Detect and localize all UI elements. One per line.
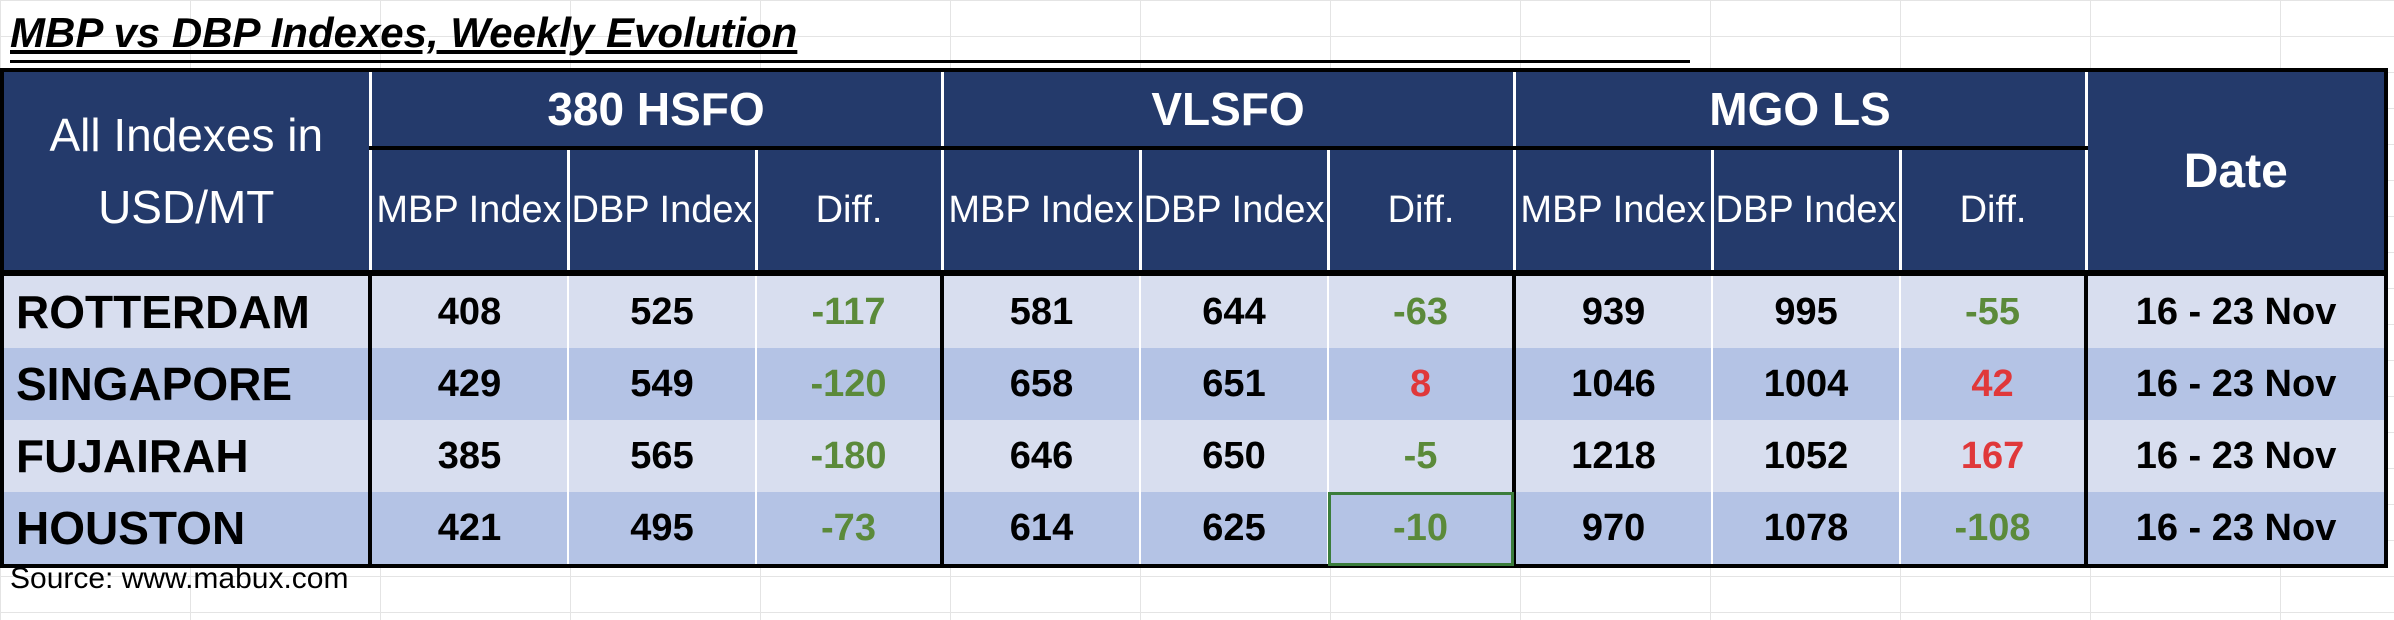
date-cell[interactable]: 16 - 23 Nov: [2086, 348, 2389, 420]
sub-header-dbp[interactable]: DBP Index: [566, 146, 758, 275]
date-cell[interactable]: 16 - 23 Nov: [2086, 270, 2389, 348]
diff-cell[interactable]: -180: [756, 420, 944, 492]
diff-cell[interactable]: -108: [1900, 492, 2089, 568]
group-header-vlsfo[interactable]: VLSFO: [940, 68, 1516, 150]
value-cell[interactable]: 644: [1140, 270, 1329, 348]
diff-cell[interactable]: -5: [1328, 420, 1517, 492]
value-cell[interactable]: 1046: [1514, 348, 1714, 420]
value-cell[interactable]: 1052: [1712, 420, 1902, 492]
sub-header-mbp[interactable]: MBP Index: [940, 146, 1142, 275]
group-header-hsfo[interactable]: 380 HSFO: [368, 68, 944, 150]
value-cell[interactable]: 549: [568, 348, 757, 420]
table-row: SINGAPORE 429 549 -120 658 651 8 1046 10…: [0, 348, 2389, 420]
value-cell[interactable]: 429: [370, 348, 569, 420]
diff-cell[interactable]: 8: [1328, 348, 1517, 420]
diff-cell[interactable]: -120: [756, 348, 944, 420]
value-cell[interactable]: 408: [370, 270, 569, 348]
selected-diff-cell[interactable]: -10: [1328, 492, 1517, 568]
value-cell[interactable]: 1078: [1712, 492, 1902, 568]
port-cell[interactable]: HOUSTON: [0, 492, 372, 568]
value-cell[interactable]: 565: [568, 420, 757, 492]
sub-header-diff[interactable]: Diff.: [754, 146, 944, 275]
sub-header-mbp[interactable]: MBP Index: [1512, 146, 1714, 275]
sub-header-mbp[interactable]: MBP Index: [368, 146, 570, 275]
diff-cell[interactable]: -55: [1900, 270, 2089, 348]
port-cell[interactable]: FUJAIRAH: [0, 420, 372, 492]
diff-cell[interactable]: -117: [756, 270, 944, 348]
value-cell[interactable]: 1004: [1712, 348, 1902, 420]
table-row: ROTTERDAM 408 525 -117 581 644 -63 939 9…: [0, 270, 2389, 348]
diff-cell[interactable]: 42: [1900, 348, 2089, 420]
value-cell[interactable]: 614: [942, 492, 1141, 568]
diff-cell[interactable]: -63: [1328, 270, 1517, 348]
diff-cell[interactable]: -73: [756, 492, 944, 568]
port-cell[interactable]: SINGAPORE: [0, 348, 372, 420]
sub-header-diff[interactable]: Diff.: [1326, 146, 1516, 275]
sub-header-dbp[interactable]: DBP Index: [1138, 146, 1330, 275]
corner-header[interactable]: All Indexes in USD/MT: [0, 68, 372, 275]
value-cell[interactable]: 525: [568, 270, 757, 348]
group-header-mgo[interactable]: MGO LS: [1512, 68, 2088, 150]
source-note: Source: www.mabux.com: [10, 562, 349, 595]
table-row: HOUSTON 421 495 -73 614 625 -10 970 1078…: [0, 492, 2389, 568]
value-cell[interactable]: 970: [1514, 492, 1714, 568]
table-row: FUJAIRAH 385 565 -180 646 650 -5 1218 10…: [0, 420, 2389, 492]
value-cell[interactable]: 495: [568, 492, 757, 568]
sheet-title: MBP vs DBP Indexes, Weekly Evolution: [10, 6, 1690, 63]
value-cell[interactable]: 385: [370, 420, 569, 492]
sub-header-diff[interactable]: Diff.: [1898, 146, 2088, 275]
sub-header-dbp[interactable]: DBP Index: [1710, 146, 1902, 275]
diff-cell[interactable]: 167: [1900, 420, 2089, 492]
value-cell[interactable]: 581: [942, 270, 1141, 348]
date-cell[interactable]: 16 - 23 Nov: [2086, 420, 2389, 492]
date-header[interactable]: Date: [2084, 68, 2389, 275]
port-cell[interactable]: ROTTERDAM: [0, 270, 372, 348]
value-cell[interactable]: 1218: [1514, 420, 1714, 492]
value-cell[interactable]: 650: [1140, 420, 1329, 492]
value-cell[interactable]: 625: [1140, 492, 1329, 568]
value-cell[interactable]: 995: [1712, 270, 1902, 348]
date-cell[interactable]: 16 - 23 Nov: [2086, 492, 2389, 568]
value-cell[interactable]: 658: [942, 348, 1141, 420]
value-cell[interactable]: 421: [370, 492, 569, 568]
value-cell[interactable]: 651: [1140, 348, 1329, 420]
value-cell[interactable]: 646: [942, 420, 1141, 492]
value-cell[interactable]: 939: [1514, 270, 1714, 348]
index-table: All Indexes in USD/MT 380 HSFO VLSFO MGO…: [0, 68, 2389, 568]
